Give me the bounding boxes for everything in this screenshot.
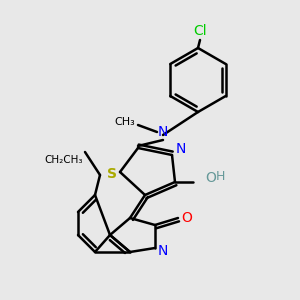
Text: H: H <box>216 169 225 182</box>
Text: CH₂CH₃: CH₂CH₃ <box>44 155 83 165</box>
Text: O: O <box>205 171 216 185</box>
Text: N: N <box>158 244 168 258</box>
Text: CH₃: CH₃ <box>114 117 135 127</box>
Text: N: N <box>158 125 168 139</box>
Text: S: S <box>107 167 117 181</box>
Text: O: O <box>181 211 192 225</box>
Text: N: N <box>176 142 186 156</box>
Text: Cl: Cl <box>193 24 207 38</box>
